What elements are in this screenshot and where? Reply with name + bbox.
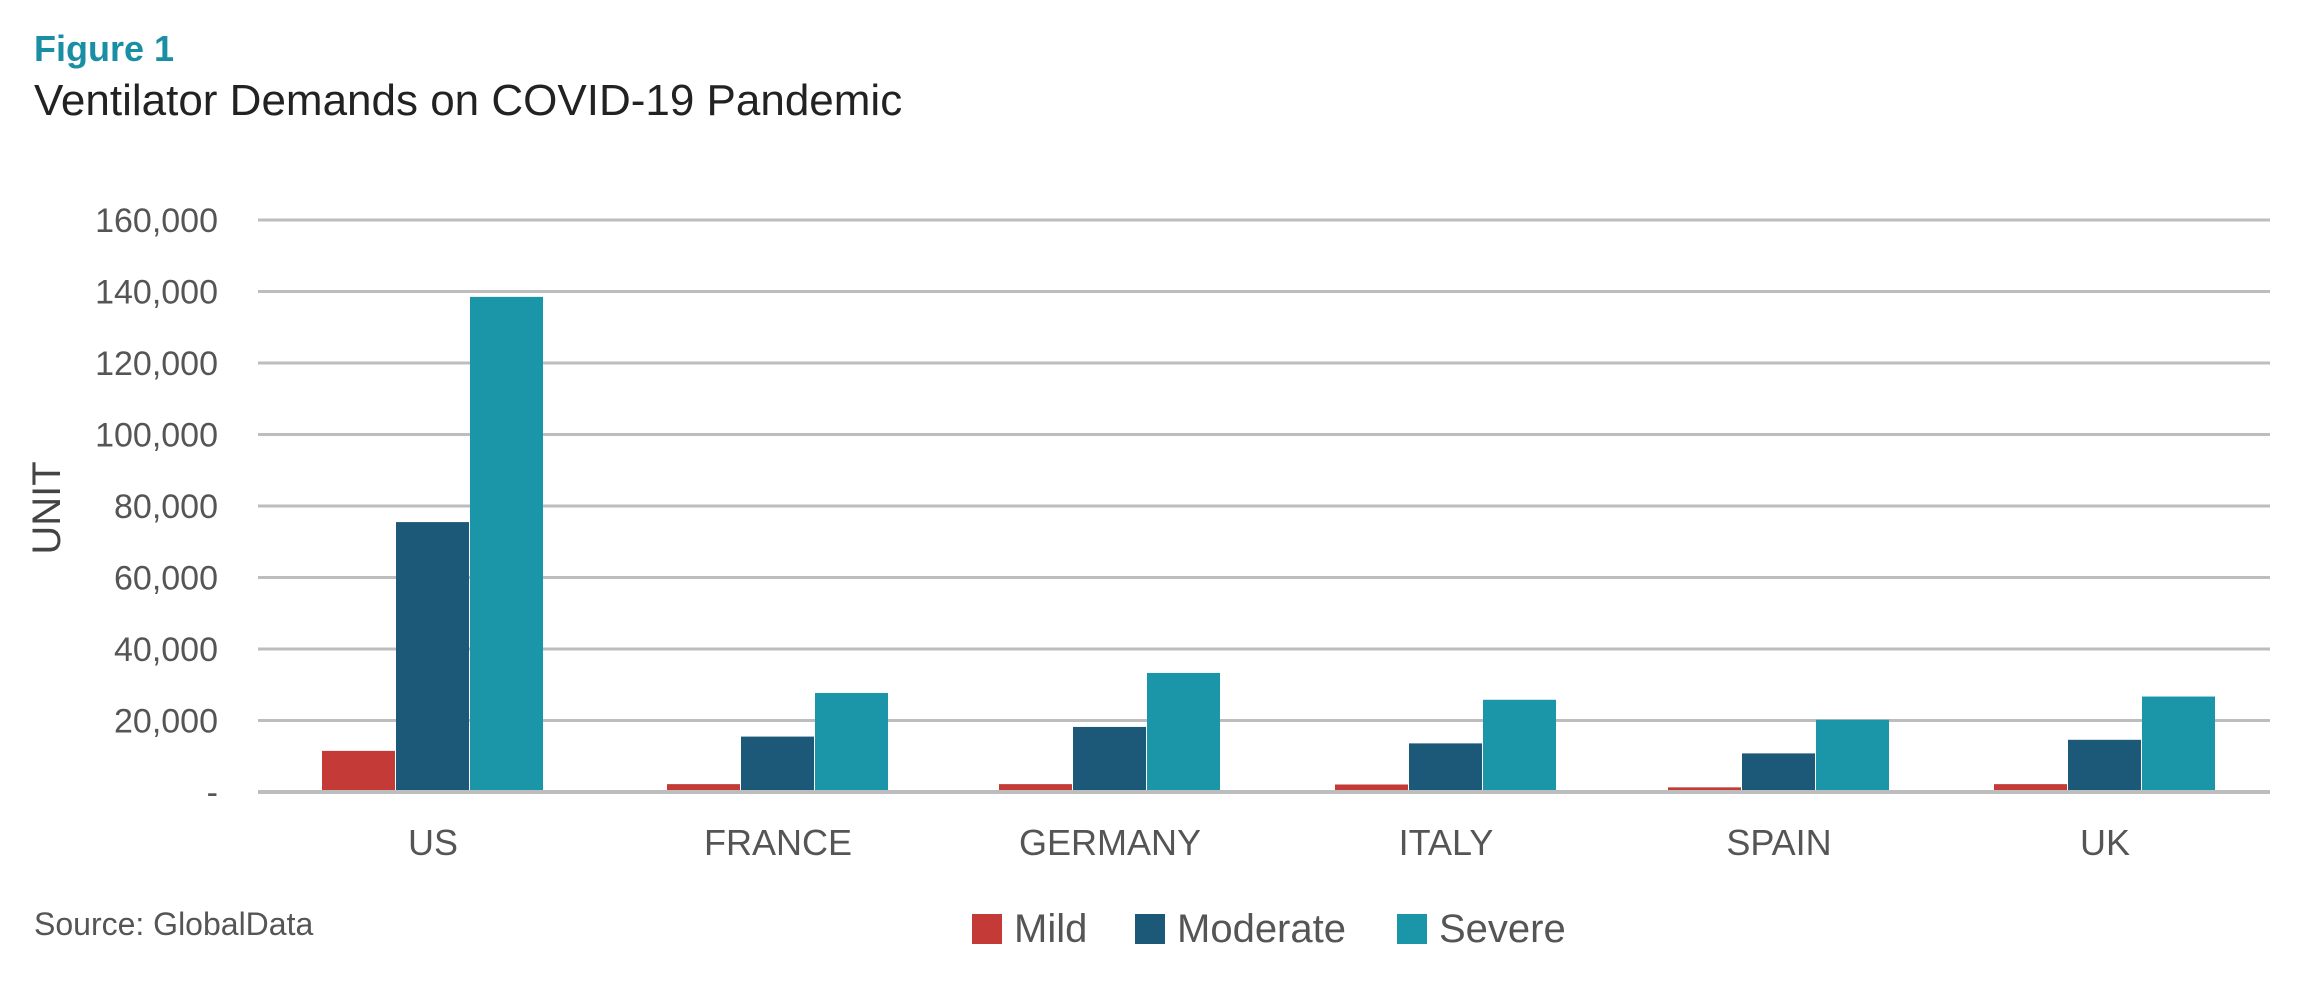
legend-swatch-moderate xyxy=(1135,914,1165,944)
gridlines xyxy=(258,218,2270,722)
y-tick-label: 60,000 xyxy=(114,560,218,598)
bar-mild-germany xyxy=(999,784,1072,792)
y-tick-label: 120,000 xyxy=(95,345,218,383)
axes: - 20,000 40,000 60,000 80,000 100,000 120,000 1… xyxy=(95,202,2270,863)
legend-label-moderate: Moderate xyxy=(1177,907,1346,951)
y-tick-label: 140,000 xyxy=(95,274,218,312)
bar-severe-spain xyxy=(1816,719,1889,792)
x-tick-label: SPAIN xyxy=(1726,822,1831,863)
y-tick-label: - xyxy=(207,774,218,812)
legend: Mild Moderate Severe xyxy=(972,907,1566,951)
y-tick-label: 40,000 xyxy=(114,631,218,669)
bar-severe-us xyxy=(470,296,543,792)
x-tick-label: UK xyxy=(2080,822,2130,863)
bar-moderate-us xyxy=(396,522,469,792)
x-tick-label: US xyxy=(408,822,458,863)
legend-swatch-mild xyxy=(972,914,1002,944)
source-note: Source: GlobalData xyxy=(34,906,314,942)
bar-mild-france xyxy=(667,784,740,792)
bar-moderate-germany xyxy=(1073,726,1146,792)
legend-swatch-severe xyxy=(1397,914,1427,944)
legend-label-severe: Severe xyxy=(1439,907,1566,951)
chart-title: Ventilator Demands on COVID-19 Pandemic xyxy=(34,76,903,125)
y-tick-label: 80,000 xyxy=(114,488,218,526)
bar-moderate-spain xyxy=(1742,753,1815,792)
x-tick-label: FRANCE xyxy=(704,822,852,863)
y-tick-label: 100,000 xyxy=(95,417,218,455)
x-tick-label: ITALY xyxy=(1399,822,1494,863)
bars xyxy=(322,296,2215,792)
x-tick-label: GERMANY xyxy=(1019,822,1201,863)
bar-moderate-italy xyxy=(1409,743,1482,792)
bar-moderate-france xyxy=(741,736,814,792)
figure-label: Figure 1 xyxy=(34,28,175,69)
bar-moderate-uk xyxy=(2068,739,2141,792)
y-tick-label: 20,000 xyxy=(114,703,218,741)
bar-severe-germany xyxy=(1147,672,1220,792)
bar-mild-italy xyxy=(1335,784,1408,792)
bar-mild-uk xyxy=(1994,784,2067,792)
legend-label-mild: Mild xyxy=(1014,907,1087,951)
bar-severe-france xyxy=(815,692,888,792)
y-axis-label: UNIT xyxy=(25,461,69,554)
bar-severe-uk xyxy=(2142,696,2215,792)
bar-mild-us xyxy=(322,750,395,792)
y-tick-label: 160,000 xyxy=(95,202,218,240)
bar-severe-italy xyxy=(1483,699,1556,792)
bar-mild-spain xyxy=(1668,787,1741,792)
